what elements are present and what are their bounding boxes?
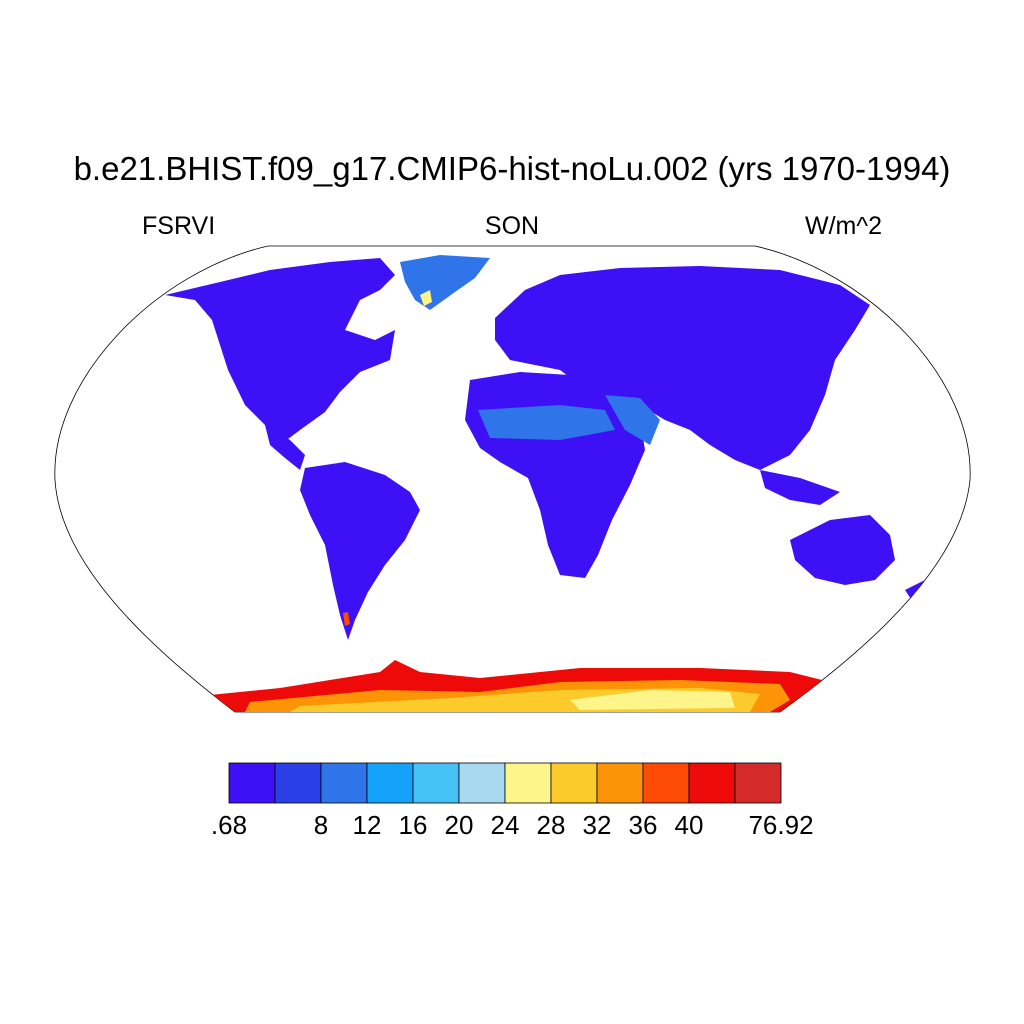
colorbar-label: 24 — [490, 810, 520, 840]
colorbar-label: 12 — [352, 810, 382, 840]
colorbar-box-8 — [596, 762, 644, 804]
antarctica-core — [570, 690, 735, 710]
colorbar-box-2 — [320, 762, 368, 804]
colorbar-label: 36 — [628, 810, 658, 840]
units-label: W/m^2 — [804, 212, 882, 240]
colorbar-label: 40 — [674, 810, 704, 840]
southeast-asia — [760, 470, 840, 505]
season-label: SON — [484, 212, 540, 240]
colorbar-label: 20 — [444, 810, 474, 840]
colorbar-box-11 — [734, 762, 782, 804]
south-america — [300, 462, 420, 640]
arabia-bright — [605, 395, 660, 445]
central-america — [265, 425, 305, 470]
colorbar-box-6 — [504, 762, 552, 804]
australia — [790, 515, 895, 585]
eurasia — [495, 266, 870, 470]
colorbar-box-9 — [642, 762, 690, 804]
colorbar-box-1 — [274, 762, 322, 804]
variable-label: FSRVI — [142, 212, 216, 240]
colorbar-label: 16 — [398, 810, 428, 840]
colorbar-box-0 — [228, 762, 276, 804]
colorbar-box-7 — [550, 762, 598, 804]
north-america — [165, 258, 395, 445]
greenland-peak — [420, 290, 432, 306]
colorbar-label: 8 — [313, 810, 329, 840]
colorbar-label: 76.92 — [748, 810, 814, 840]
plot-title: b.e21.BHIST.f09_g17.CMIP6-hist-noLu.002 … — [73, 150, 951, 187]
colorbar-label: 32 — [582, 810, 612, 840]
colorbar-box-4 — [412, 762, 460, 804]
andes-hotspot — [343, 612, 350, 626]
colorbar-box-5 — [458, 762, 506, 804]
colorbar-label: 28 — [536, 810, 566, 840]
sahara-bright — [478, 405, 615, 440]
colorbar-label: .68 — [210, 810, 248, 840]
colorbar-box-3 — [366, 762, 414, 804]
colorbar-box-10 — [688, 762, 736, 804]
